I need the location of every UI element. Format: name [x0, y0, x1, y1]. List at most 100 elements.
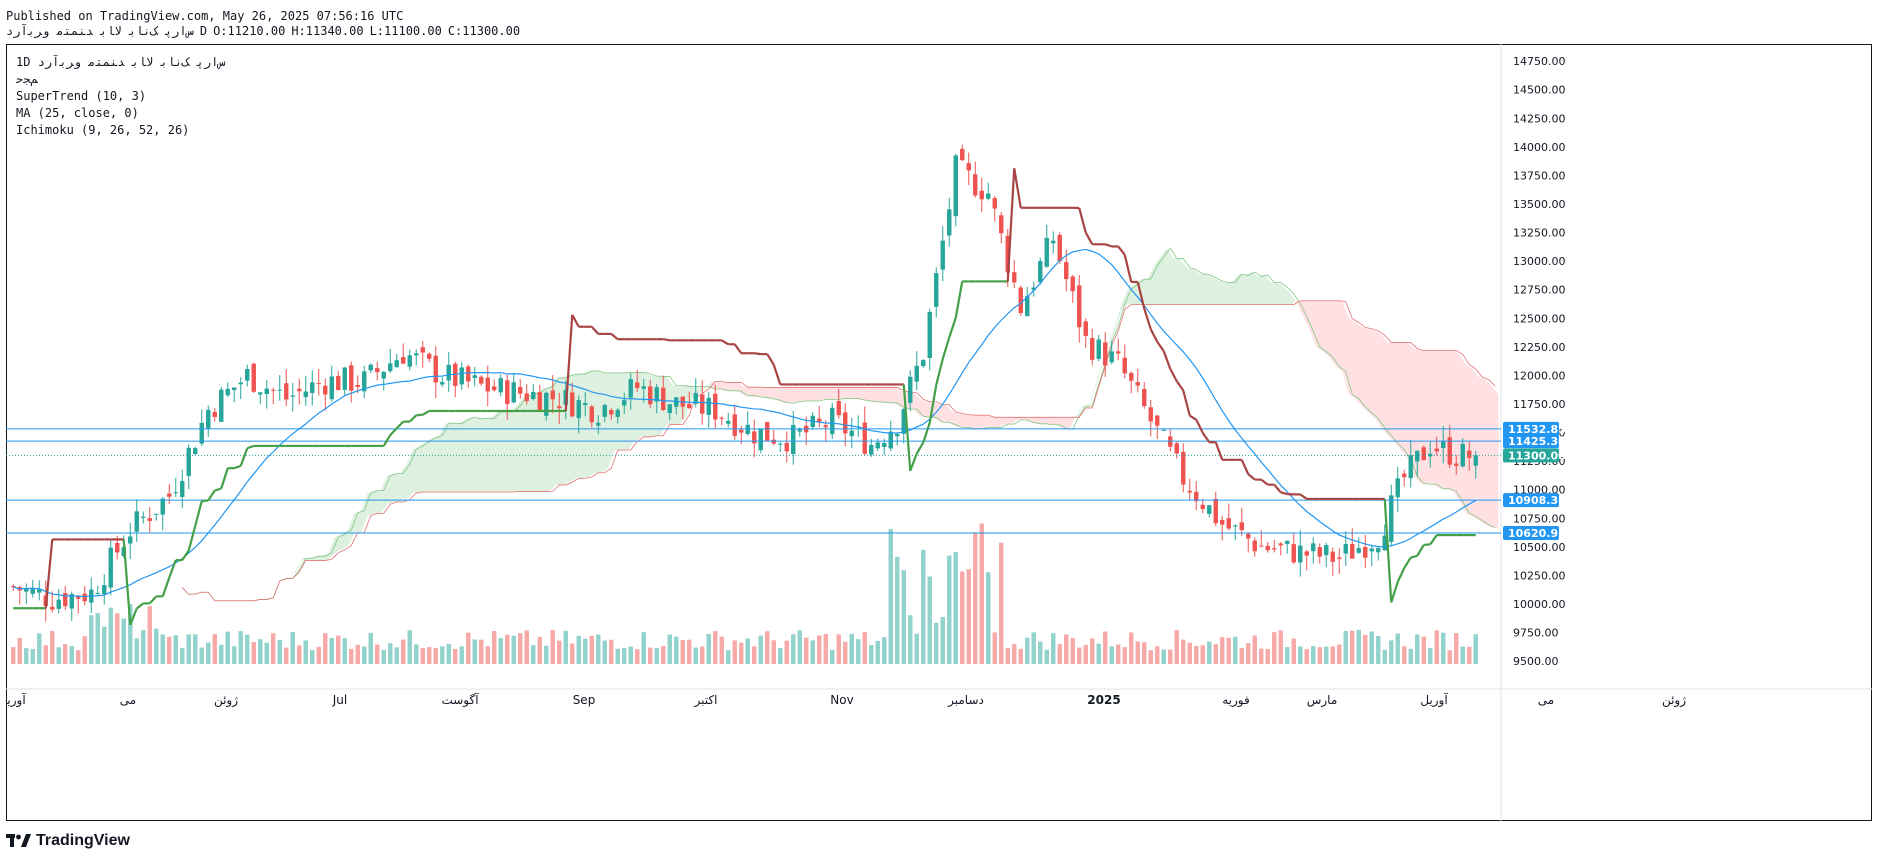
candle-body: [992, 198, 997, 209]
volume-bar: [1395, 633, 1400, 664]
volume-bar: [966, 569, 971, 664]
ichimoku-cloud-segment: [205, 592, 212, 601]
supertrend-segment: [1403, 556, 1412, 569]
ichimoku-cloud-segment: [998, 417, 1005, 428]
candle-body: [1155, 415, 1160, 426]
volume-bar: [791, 634, 796, 664]
ichimoku-cloud-segment: [1472, 369, 1479, 521]
indicator-lines-layer: [6, 168, 1501, 626]
volume-bar: [927, 576, 932, 664]
ichimoku-cloud-segment: [861, 387, 868, 402]
ichimoku-cloud-segment: [439, 423, 446, 492]
volume-bar: [1083, 644, 1088, 664]
volume-bar: [336, 635, 341, 664]
ichimoku-cloud-segment: [582, 370, 589, 479]
candle-body: [576, 400, 581, 419]
volume-bar: [784, 640, 789, 664]
ichimoku-cloud-segment: [465, 417, 472, 492]
volume-bar: [1057, 643, 1062, 664]
ichimoku-cloud-segment: [289, 570, 296, 579]
ichimoku-cloud-segment: [829, 387, 836, 400]
volume-bar: [1025, 637, 1030, 664]
volume-bar: [63, 644, 68, 664]
volume-bar: [758, 635, 763, 664]
volume-bar: [342, 638, 347, 664]
candle-body: [355, 384, 360, 387]
price-chart[interactable]: 14750.00 14500.00 14250.00 14000.00 13750.00…: [6, 44, 1872, 821]
ichimoku-cloud-segment: [1063, 417, 1070, 430]
candle-body: [258, 392, 263, 395]
supertrend-segment: [935, 358, 944, 386]
ohlc-low: L:11100.00: [369, 24, 442, 38]
ichimoku-cloud-segment: [497, 411, 504, 492]
ichimoku-cloud-segment: [1206, 274, 1213, 305]
volume-bar: [1031, 632, 1036, 664]
volume-bar: [212, 633, 217, 664]
volume-bar: [882, 637, 887, 664]
volume-bar: [596, 634, 601, 664]
candle-body: [1350, 543, 1355, 559]
candle-body: [1415, 450, 1420, 462]
price-tick-label: 9500.00: [1513, 655, 1559, 668]
tradingview-logo: TradingView: [6, 832, 130, 850]
supertrend-segment: [954, 281, 964, 318]
volume-bar: [1077, 647, 1082, 664]
candle-body: [238, 382, 243, 385]
price-tick-label: 10750.00: [1513, 512, 1566, 525]
ichimoku-cloud-segment: [744, 387, 751, 396]
volume-bar: [1109, 646, 1114, 664]
ichimoku-cloud-segment: [783, 387, 790, 404]
candle-body: [251, 363, 256, 392]
ichimoku-cloud-segment: [985, 415, 992, 428]
volume-bar: [557, 640, 562, 664]
candle-body: [459, 367, 464, 385]
timeframe: D: [199, 24, 208, 38]
ichimoku-cloud-segment: [1076, 406, 1083, 418]
volume-bar: [1343, 631, 1348, 664]
price-tick-label: 14750.00: [1513, 55, 1566, 68]
candle-body: [843, 412, 848, 434]
volume-bar: [1350, 630, 1355, 664]
ichimoku-cloud-segment: [549, 377, 556, 492]
supertrend-segment: [1104, 243, 1113, 248]
volume-bar: [921, 549, 926, 664]
candle-body: [1116, 351, 1121, 354]
ichimoku-cloud-segment: [894, 387, 901, 407]
candle-body: [901, 409, 906, 434]
candle-body: [316, 383, 321, 385]
time-axis-label: Nov: [830, 693, 853, 707]
volume-bar: [1168, 649, 1173, 664]
time-axis-label: دسامبر: [947, 693, 984, 708]
volume-bar: [615, 648, 620, 664]
volume-bar: [433, 647, 438, 664]
volume-bar: [427, 647, 432, 664]
candle-body: [102, 585, 107, 595]
ichimoku-cloud-segment: [959, 413, 966, 428]
volume-bar: [1408, 648, 1413, 664]
supertrend-segment: [571, 314, 580, 328]
ohlc-close: C:11300.00: [447, 24, 521, 38]
candle-body: [1291, 544, 1296, 563]
volume-bar: [375, 644, 380, 664]
ichimoku-cloud-segment: [1056, 417, 1063, 429]
price-tick-label: 14500.00: [1513, 84, 1566, 97]
candle-body: [349, 365, 354, 391]
ichimoku-cloud-segment: [913, 392, 920, 417]
candle-body: [362, 371, 367, 392]
candle-body: [1213, 498, 1218, 524]
candle-body: [1142, 389, 1147, 407]
supertrend-segment: [941, 337, 951, 360]
volume-bar: [1012, 644, 1017, 664]
volume-bar: [570, 643, 575, 664]
supertrend-segment: [590, 326, 600, 335]
supertrend-segment: [1182, 390, 1191, 416]
candle-body: [446, 364, 451, 381]
ichimoku-cloud-segment: [263, 597, 270, 600]
supertrend-segment: [148, 595, 158, 605]
supertrend-segment: [422, 410, 430, 416]
ichimoku-cloud-segment: [380, 475, 387, 514]
ichimoku-cloud-segment: [1407, 342, 1414, 477]
candle-body: [271, 389, 276, 391]
candle-body: [693, 393, 698, 404]
supertrend-segment: [161, 577, 171, 597]
